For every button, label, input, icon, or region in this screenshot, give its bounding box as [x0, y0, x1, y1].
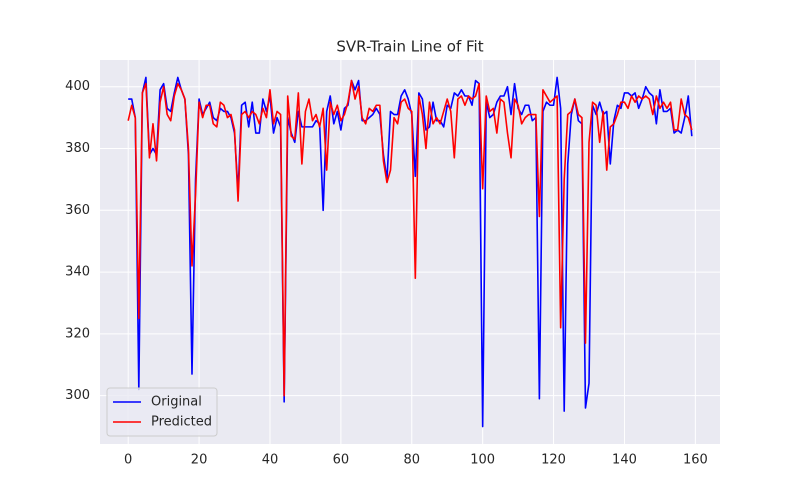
legend-label: Original — [151, 395, 202, 410]
x-tick-label: 80 — [403, 453, 420, 468]
line-series — [128, 76, 693, 428]
x-tick-label: 160 — [683, 453, 708, 468]
legend-box — [106, 387, 218, 437]
y-tick-label: 300 — [65, 388, 90, 403]
x-tick-label: 120 — [541, 453, 566, 468]
x-tick-label: 20 — [191, 453, 208, 468]
x-tick-label: 140 — [612, 453, 637, 468]
x-tick-label: 100 — [470, 453, 495, 468]
plot-area — [100, 60, 720, 444]
y-tick-label: 320 — [65, 326, 90, 341]
y-tick-label: 380 — [65, 141, 90, 156]
y-tick-label: 360 — [65, 203, 90, 218]
line-series — [127, 79, 693, 397]
y-tick-label: 400 — [65, 79, 90, 94]
y-tick-label: 340 — [65, 265, 90, 280]
chart-title: SVR-Train Line of Fit — [336, 38, 483, 56]
x-tick-label: 40 — [262, 453, 279, 468]
x-tick-label: 0 — [124, 453, 132, 468]
x-tick-label: 60 — [333, 453, 350, 468]
legend-label: Predicted — [151, 415, 212, 430]
